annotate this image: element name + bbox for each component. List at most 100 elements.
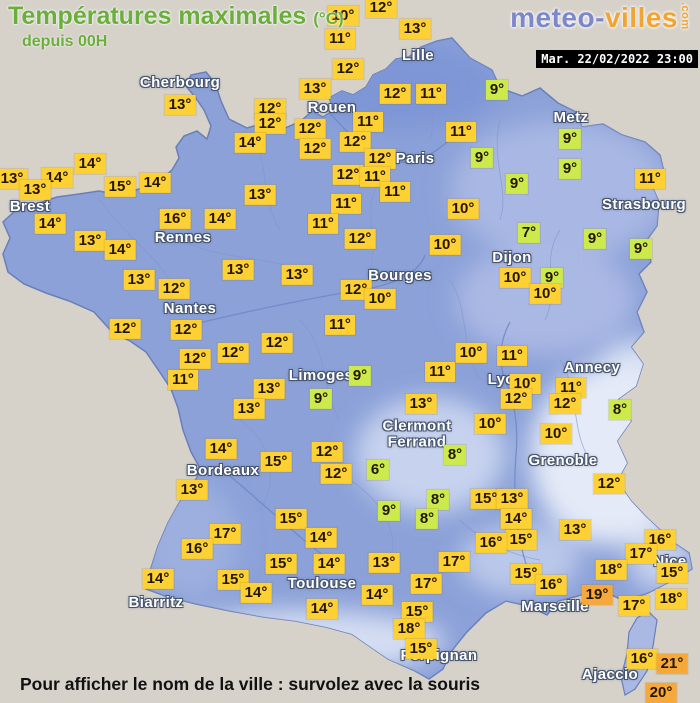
temp-badge[interactable]: 12° [332, 164, 364, 186]
temp-badge[interactable]: 10° [455, 342, 487, 364]
temp-badge[interactable]: 12° [109, 318, 141, 340]
temp-badge[interactable]: 15° [405, 638, 437, 660]
temp-badge[interactable]: 17° [209, 523, 241, 545]
site-logo[interactable]: meteo-villes.com [510, 2, 691, 34]
temp-badge[interactable]: 13° [244, 184, 276, 206]
temp-badge[interactable]: 14° [361, 584, 393, 606]
temp-badge[interactable]: 17° [438, 551, 470, 573]
temp-badge[interactable]: 14° [204, 208, 236, 230]
temp-badge[interactable]: 13° [281, 264, 313, 286]
temp-badge[interactable]: 12° [593, 473, 625, 495]
temp-badge[interactable]: 16° [475, 532, 507, 554]
temp-badge[interactable]: 12° [332, 58, 364, 80]
temp-badge[interactable]: 9° [309, 388, 333, 410]
temp-badge[interactable]: 8° [443, 444, 467, 466]
temp-badge[interactable]: 15° [265, 553, 297, 575]
temp-badge[interactable]: 14° [34, 213, 66, 235]
temp-badge[interactable]: 11° [325, 314, 355, 336]
temp-badge[interactable]: 12° [339, 131, 371, 153]
temp-badge[interactable]: 13° [123, 269, 155, 291]
temp-badge[interactable]: 10° [327, 5, 359, 27]
temp-badge[interactable]: 11° [353, 111, 383, 133]
temp-badge[interactable]: 13° [399, 18, 431, 40]
temp-badge[interactable]: 18° [655, 588, 687, 610]
temp-badge[interactable]: 12° [379, 83, 411, 105]
temp-badge[interactable]: 10° [447, 198, 479, 220]
temp-badge[interactable]: 13° [19, 179, 51, 201]
temp-badge[interactable]: 9° [540, 267, 564, 289]
temp-badge[interactable]: 12° [294, 118, 326, 140]
temp-badge[interactable]: 12° [500, 388, 532, 410]
temp-badge[interactable]: 9° [485, 79, 509, 101]
temp-badge[interactable]: 12° [344, 228, 376, 250]
temp-badge[interactable]: 12° [170, 319, 202, 341]
temp-badge[interactable]: 16° [181, 538, 213, 560]
temp-badge[interactable]: 17° [410, 573, 442, 595]
temp-badge[interactable]: 10° [540, 423, 572, 445]
temp-badge[interactable]: 16° [626, 648, 658, 670]
temp-badge[interactable]: 14° [500, 508, 532, 530]
temp-badge[interactable]: 14° [104, 239, 136, 261]
temp-badge[interactable]: 12° [365, 0, 397, 19]
temp-badge[interactable]: 17° [618, 595, 650, 617]
temp-badge[interactable]: 12° [340, 279, 372, 301]
temp-badge[interactable]: 14° [142, 568, 174, 590]
temp-badge[interactable]: 12° [254, 113, 286, 135]
temp-badge[interactable]: 13° [233, 398, 265, 420]
temp-badge[interactable]: 11° [635, 168, 665, 190]
temp-badge[interactable]: 12° [299, 138, 331, 160]
temp-badge[interactable]: 20° [645, 682, 677, 703]
temp-badge[interactable]: 15° [275, 508, 307, 530]
temp-badge[interactable]: 14° [306, 598, 338, 620]
temp-badge[interactable]: 11° [446, 121, 476, 143]
temp-badge[interactable]: 9° [558, 128, 582, 150]
temp-badge[interactable]: 12° [364, 148, 396, 170]
temp-badge[interactable]: 13° [222, 259, 254, 281]
temp-badge[interactable]: 12° [261, 332, 293, 354]
temp-badge[interactable]: 8° [415, 508, 439, 530]
temp-badge[interactable]: 9° [377, 500, 401, 522]
temp-badge[interactable]: 11° [325, 28, 355, 50]
temp-badge[interactable]: 19° [581, 584, 613, 606]
temp-badge[interactable]: 11° [308, 213, 338, 235]
temp-badge[interactable]: 9° [348, 365, 372, 387]
temp-badge[interactable]: 15° [656, 562, 688, 584]
temp-badge[interactable]: 15° [401, 601, 433, 623]
temp-badge[interactable]: 9° [558, 158, 582, 180]
temp-badge[interactable]: 15° [470, 488, 502, 510]
temp-badge[interactable]: 13° [299, 78, 331, 100]
temp-badge[interactable]: 14° [205, 438, 237, 460]
temp-badge[interactable]: 14° [240, 582, 272, 604]
temp-badge[interactable]: 9° [629, 238, 653, 260]
temp-badge[interactable]: 11° [331, 193, 361, 215]
temp-badge[interactable]: 13° [368, 552, 400, 574]
temp-badge[interactable]: 17° [625, 543, 657, 565]
temp-badge[interactable]: 16° [535, 574, 567, 596]
temp-badge[interactable]: 13° [405, 393, 437, 415]
temp-badge[interactable]: 12° [549, 393, 581, 415]
temp-badge[interactable]: 13° [253, 378, 285, 400]
temp-badge[interactable]: 13° [559, 519, 591, 541]
temp-badge[interactable]: 16° [159, 208, 191, 230]
temp-badge[interactable]: 11° [425, 361, 455, 383]
temp-badge[interactable]: 18° [595, 559, 627, 581]
temp-badge[interactable]: 13° [74, 230, 106, 252]
temp-badge[interactable]: 11° [416, 83, 446, 105]
temp-badge[interactable]: 10° [364, 288, 396, 310]
temp-badge[interactable]: 12° [158, 278, 190, 300]
temp-badge[interactable]: 18° [393, 618, 425, 640]
temp-badge[interactable]: 11° [168, 369, 198, 391]
temp-badge[interactable]: 10° [429, 234, 461, 256]
temp-badge[interactable]: 7° [517, 222, 541, 244]
temp-badge[interactable]: 12° [179, 348, 211, 370]
temp-badge[interactable]: 11° [380, 181, 410, 203]
temp-badge[interactable]: 8° [426, 489, 450, 511]
temp-badge[interactable]: 11° [497, 345, 527, 367]
temp-badge[interactable]: 8° [608, 399, 632, 421]
temp-badge[interactable]: 13° [496, 488, 528, 510]
temp-badge[interactable]: 12° [320, 463, 352, 485]
temp-badge[interactable]: 13° [164, 94, 196, 116]
temp-badge[interactable]: 13° [176, 479, 208, 501]
temp-badge[interactable]: 10° [529, 283, 561, 305]
temp-badge[interactable]: 14° [305, 527, 337, 549]
